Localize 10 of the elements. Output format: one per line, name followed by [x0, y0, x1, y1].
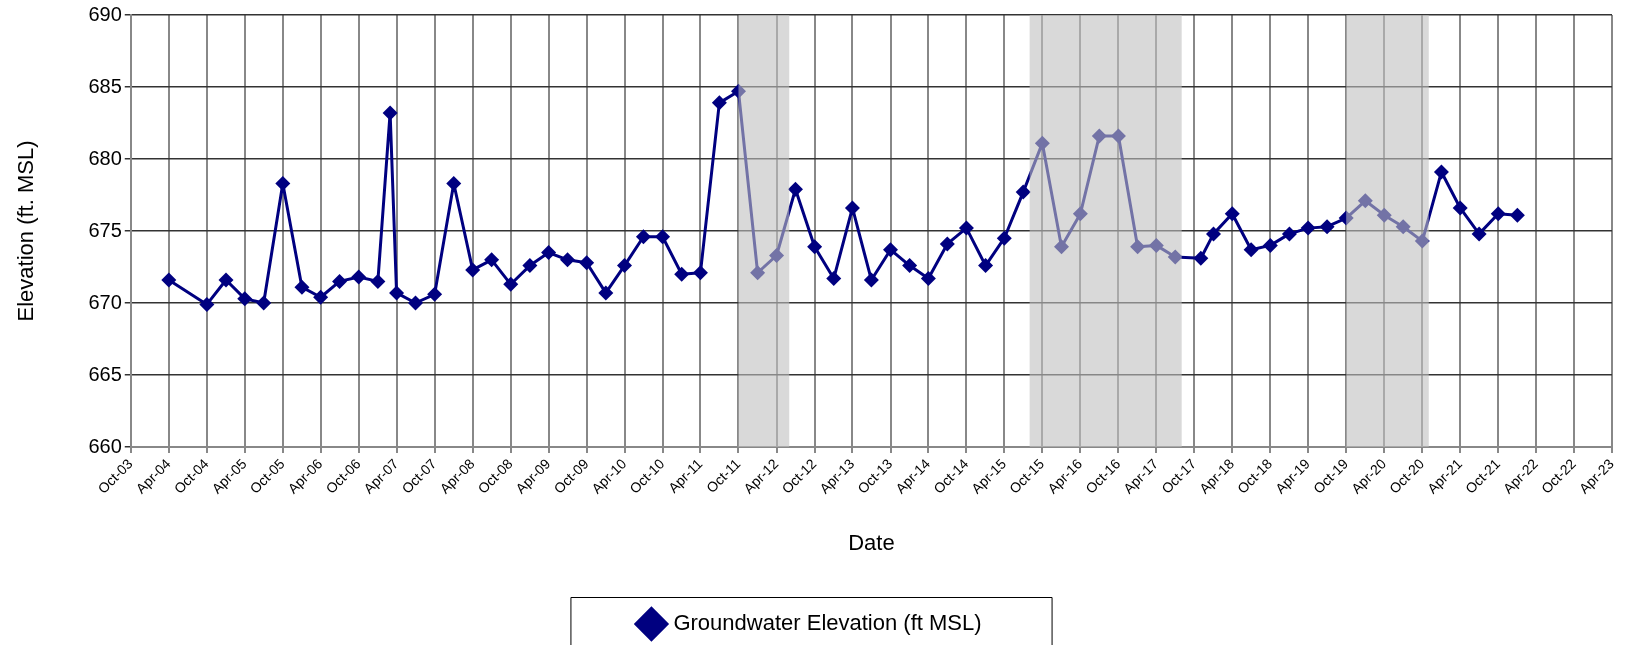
y-tick-label: 665	[88, 362, 122, 385]
legend-label: Groundwater Elevation (ft MSL)	[673, 610, 982, 636]
x-axis-title: Date	[848, 529, 895, 555]
y-tick-label: 680	[88, 146, 122, 169]
y-tick-label: 675	[88, 218, 122, 241]
y-tick-label: 685	[88, 74, 122, 97]
y-tick-label: 670	[88, 290, 122, 313]
y-tick-label: 690	[88, 2, 122, 25]
y-tick-label: 660	[88, 434, 122, 457]
y-axis-title: Elevation (ft. MSL)	[13, 140, 39, 322]
